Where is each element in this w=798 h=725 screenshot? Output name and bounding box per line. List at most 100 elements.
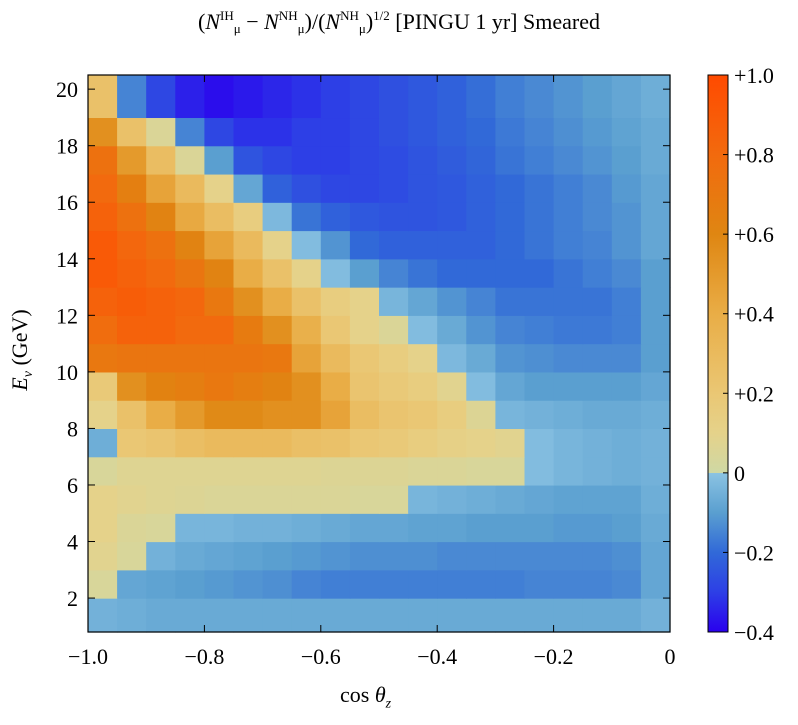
heatmap-cell — [146, 315, 176, 345]
heatmap-cell — [146, 173, 176, 203]
heatmap-cell — [175, 428, 205, 458]
heatmap-cell — [379, 371, 409, 401]
heatmap-cell — [524, 541, 555, 571]
heatmap-cell — [466, 117, 496, 147]
heatmap-cell — [320, 371, 351, 401]
heatmap-cell — [640, 400, 671, 430]
heatmap-cell — [379, 343, 409, 373]
heatmap-cell — [349, 145, 380, 175]
y-tick-label: 4 — [67, 530, 78, 555]
heatmap-cell — [262, 230, 293, 260]
heatmap-cell — [466, 598, 496, 633]
heatmap-cell — [553, 598, 584, 633]
heatmap-cell — [117, 541, 147, 571]
heatmap-cell — [582, 513, 613, 543]
heatmap-cell — [117, 287, 147, 316]
heatmap-cell — [611, 484, 642, 514]
heatmap-cell — [175, 569, 205, 599]
heatmap-cell — [320, 343, 351, 373]
heatmap-cell — [88, 371, 118, 401]
heatmap-cell — [437, 315, 467, 345]
heatmap-cell — [466, 75, 496, 119]
heatmap-cell — [408, 230, 438, 260]
heatmap-cell — [349, 117, 380, 147]
heatmap-cell — [146, 456, 176, 486]
heatmap-cell — [175, 400, 205, 430]
heatmap-cell — [88, 145, 118, 175]
heatmap-cell — [553, 230, 584, 260]
heatmap-cell — [437, 371, 467, 401]
heatmap-cell — [262, 400, 293, 430]
heatmap-cell — [291, 428, 322, 458]
heatmap-cell — [437, 569, 467, 599]
heatmap-cell — [379, 173, 409, 203]
heatmap-cell — [640, 484, 671, 514]
heatmap-cell — [379, 258, 409, 288]
heatmap-cell — [640, 569, 671, 599]
heatmap-cell — [437, 428, 467, 458]
heatmap-cell — [640, 230, 671, 260]
heatmap-cell — [495, 202, 526, 232]
heatmap-cell — [524, 173, 555, 203]
heatmap-cell — [466, 230, 496, 260]
heatmap-cell — [524, 230, 555, 260]
heatmap-cell — [408, 484, 438, 514]
heatmap-cell — [146, 343, 176, 373]
heatmap-cell — [291, 287, 322, 316]
heatmap-cell — [408, 258, 438, 288]
heatmap-cell — [146, 258, 176, 288]
heatmap-cell — [553, 173, 584, 203]
heatmap-cell — [495, 343, 526, 373]
heatmap-cell — [379, 541, 409, 571]
heatmap-cell — [291, 456, 322, 486]
heatmap-cell — [320, 230, 351, 260]
heatmap-cell — [582, 202, 613, 232]
heatmap-cell — [262, 598, 293, 633]
heatmap-cell — [437, 145, 467, 175]
heatmap-cell — [204, 287, 235, 316]
heatmap-cell — [349, 456, 380, 486]
heatmap-cell — [175, 484, 205, 514]
heatmap-cell — [146, 569, 176, 599]
chart-title: (NIHμ − NNHμ)/(NNHμ)1/2 [PINGU 1 yr] Sme… — [198, 8, 600, 36]
y-tick-label: 16 — [56, 190, 78, 215]
heatmap-cell — [611, 456, 642, 486]
heatmap-cell — [611, 75, 642, 119]
heatmap-cell — [640, 428, 671, 458]
heatmap-cell — [291, 343, 322, 373]
x-tick-label: 0 — [665, 644, 676, 669]
heatmap-cell — [349, 343, 380, 373]
colorbar-tick-label: +1.0 — [734, 63, 774, 88]
heatmap-cell — [466, 287, 496, 316]
heatmap-cell — [320, 173, 351, 203]
heatmap-cell — [640, 117, 671, 147]
heatmap-cell — [524, 569, 555, 599]
heatmap-cell — [262, 569, 293, 599]
y-tick-label: 20 — [56, 77, 78, 102]
heatmap-cell — [262, 145, 293, 175]
heatmap-cell — [262, 258, 293, 288]
heatmap-cell — [495, 428, 526, 458]
heatmap-cell — [233, 598, 264, 633]
heatmap-cell — [204, 75, 235, 119]
heatmap-cell — [408, 117, 438, 147]
heatmap-cell — [117, 400, 147, 430]
heatmap-cell — [611, 541, 642, 571]
heatmap-cell — [437, 258, 467, 288]
heatmap-cell — [320, 484, 351, 514]
heatmap-cell — [582, 258, 613, 288]
heatmap-cell — [408, 598, 438, 633]
heatmap-cell — [379, 145, 409, 175]
heatmap-cell — [262, 343, 293, 373]
heatmap-cell — [262, 541, 293, 571]
heatmap-cell — [146, 145, 176, 175]
heatmap-cell — [611, 343, 642, 373]
heatmap-cell — [495, 258, 526, 288]
heatmap-cell — [437, 173, 467, 203]
heatmap-cell — [88, 541, 118, 571]
heatmap-cell — [408, 371, 438, 401]
heatmap-cell — [233, 258, 264, 288]
heatmap-cell — [582, 598, 613, 633]
heatmap-cell — [437, 202, 467, 232]
heatmap-cell — [466, 428, 496, 458]
